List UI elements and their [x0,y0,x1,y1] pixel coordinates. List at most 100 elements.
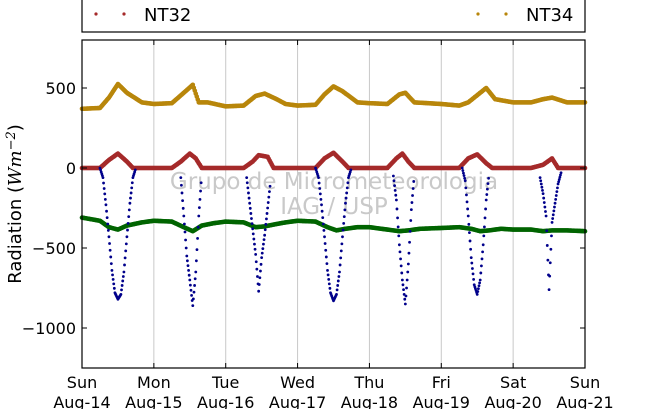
data-point [475,293,479,296]
data-point [403,302,407,306]
data-point [319,197,323,201]
data-point [411,194,414,197]
data-point [126,228,129,232]
data-point [463,179,467,183]
data-point [268,184,272,188]
data-point [551,213,555,217]
data-point [190,293,193,297]
x-tick-label-day: Sun [570,373,600,392]
data-point [123,263,126,267]
data-point [549,247,553,251]
data-point [179,176,183,180]
y-tick-label: −500 [32,239,76,258]
data-point [538,176,542,180]
x-tick-label-day: Sun [67,373,97,392]
x-tick-label-day: Sat [500,373,526,392]
data-point [466,207,470,211]
data-point [184,238,187,242]
data-point [185,254,189,258]
data-point [463,176,467,180]
data-point [554,197,558,201]
data-point [253,247,257,251]
data-point [105,216,109,220]
data-point [478,281,482,285]
data-point [108,248,112,252]
series-nt32 [79,150,588,171]
series-unlabeled-3 [98,166,563,307]
data-point [259,269,262,273]
data-point [540,185,544,189]
data-point [345,186,349,190]
data-point [544,214,548,218]
x-tick-label-day: Mon [137,373,171,392]
data-point [266,206,270,210]
data-point [258,276,262,280]
data-point [324,248,328,252]
data-point [399,264,403,268]
x-tick-label-date: Aug-15 [125,393,182,409]
data-point [466,214,470,218]
data-point [321,216,325,220]
data-point [556,182,560,186]
data-point [395,207,399,211]
data-point [325,262,329,266]
data-point [341,235,344,239]
data-point [542,201,546,204]
legend-item-nt32: NT32 [94,5,191,26]
data-point [262,242,265,246]
data-point [264,222,268,226]
data-point [410,201,414,204]
data-point [257,283,261,286]
data-point [402,293,406,296]
data-point [328,286,332,290]
legend-marker-nt32 [94,12,98,16]
data-point [189,288,193,292]
data-point [476,290,480,293]
data-point [318,187,322,190]
data-point [344,201,347,205]
data-point [108,242,111,245]
data-point [318,192,322,196]
legend-label-nt34: NT34 [526,5,573,26]
data-point [409,219,413,222]
data-point [250,222,254,226]
data-point [128,201,132,205]
data-point [111,273,114,277]
data-point [341,228,345,232]
data-point [552,209,556,213]
data-point [400,271,404,275]
data-point [327,277,331,281]
data-point [471,272,475,276]
grid-lines [153,40,514,368]
data-point [398,250,402,254]
y-tick-label: 500 [45,79,76,98]
data-point [119,293,123,296]
data-point [550,221,554,224]
y-axis-label: Radiation (Wm−2) [4,124,26,284]
data-point [394,193,398,197]
data-point [335,288,339,292]
data-point [346,181,350,185]
data-point [252,237,256,241]
x-tick-label-date: Aug-16 [197,393,254,409]
legend-box [81,0,586,33]
data-point [327,282,331,286]
data-point [553,205,556,209]
data-point [180,191,184,195]
data-point [397,243,401,247]
plot-area [82,40,585,368]
data-point [181,199,185,203]
data-point [265,217,268,221]
data-point [396,216,399,220]
data-point [245,181,249,185]
series-layer [79,81,588,307]
x-tick-label-date: Aug-19 [413,393,470,409]
data-point [121,279,125,283]
data-point [254,253,258,256]
data-point [469,256,473,259]
data-point [257,289,261,293]
data-point [326,273,330,277]
data-point [403,297,407,301]
data-point [393,184,396,188]
data-point [480,264,483,268]
